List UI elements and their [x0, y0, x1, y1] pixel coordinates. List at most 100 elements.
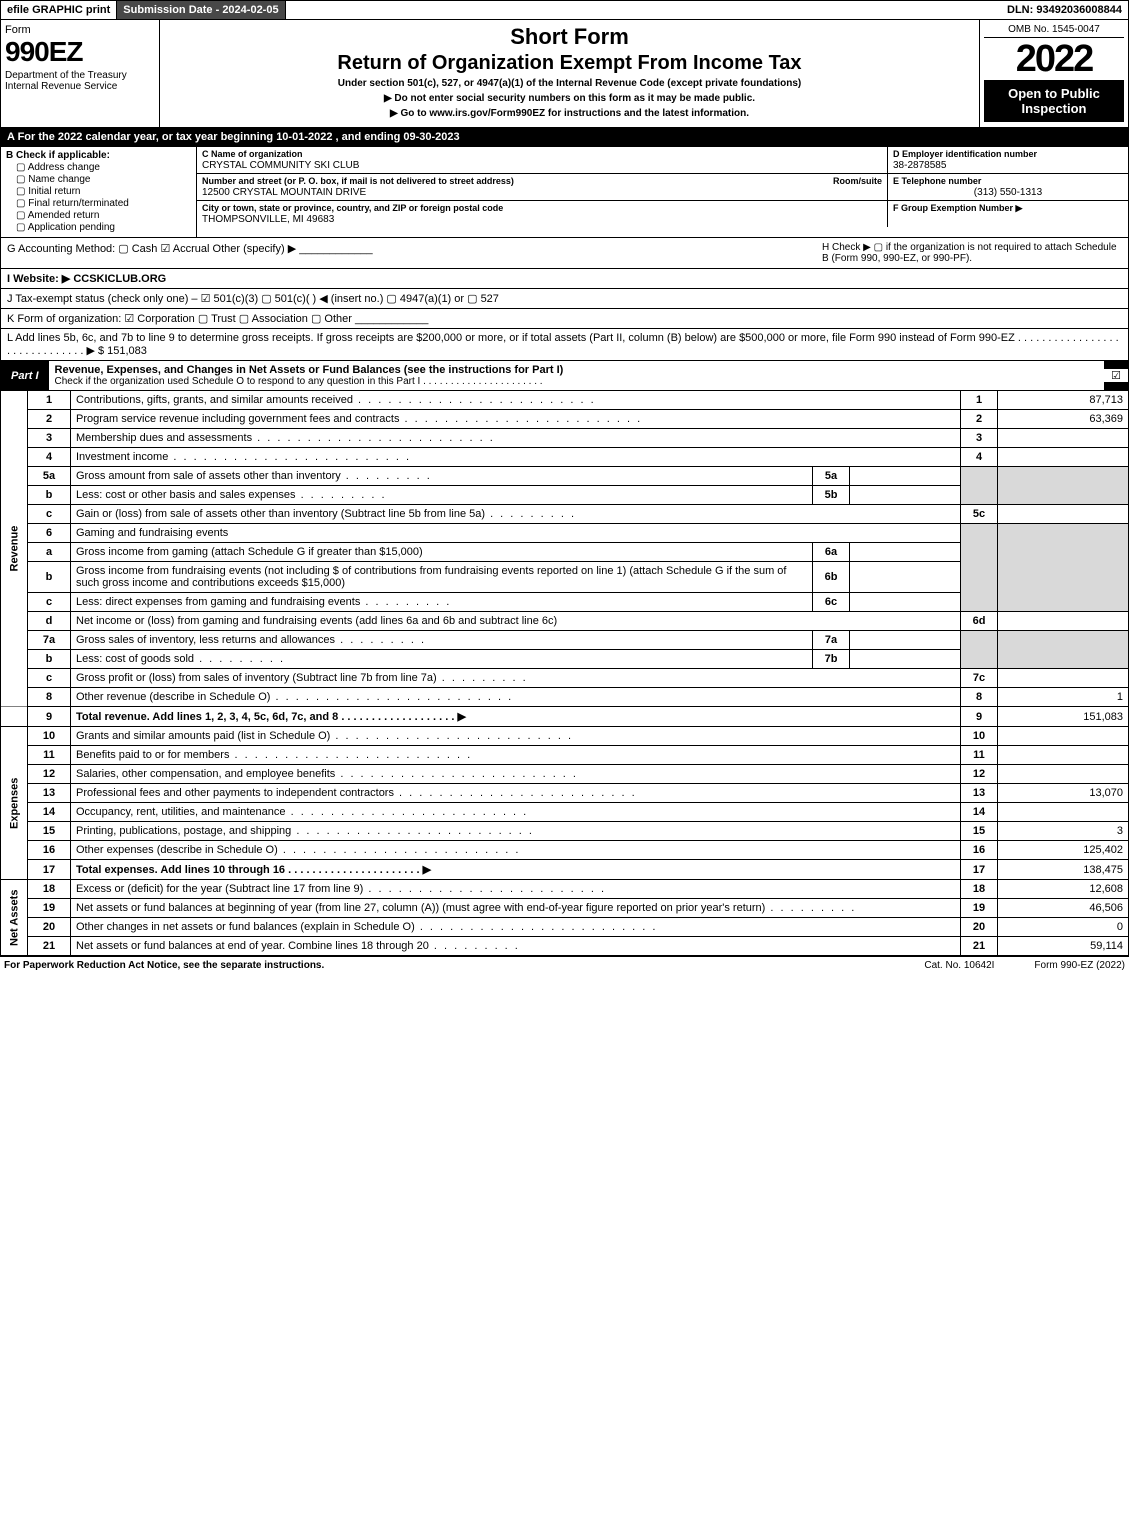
- row-gh: G Accounting Method: ▢ Cash ☑ Accrual Ot…: [0, 238, 1129, 269]
- desc-9: Total revenue. Add lines 1, 2, 3, 4, 5c,…: [71, 707, 961, 727]
- coln-14: 14: [961, 803, 998, 822]
- colv-7c: [998, 669, 1129, 688]
- header-mid: Short Form Return of Organization Exempt…: [160, 20, 980, 127]
- chk-name[interactable]: ▢ Name change: [16, 174, 191, 185]
- ln-16: 16: [28, 841, 71, 860]
- row-i: I Website: ▶ CCSKICLUB.ORG: [0, 269, 1129, 289]
- colv-2: 63,369: [998, 410, 1129, 429]
- footer-formno: Form 990-EZ (2022): [1034, 960, 1125, 971]
- desc-7c: Gross profit or (loss) from sales of inv…: [71, 669, 961, 688]
- sec-h: H Check ▶ ▢ if the organization is not r…: [814, 242, 1122, 264]
- colv-15: 3: [998, 822, 1129, 841]
- sec-b-hdr: B Check if applicable:: [6, 150, 110, 161]
- goto-link[interactable]: ▶ Go to www.irs.gov/Form990EZ for instru…: [168, 108, 971, 119]
- header-right: OMB No. 1545-0047 2022 Open to Public In…: [980, 20, 1128, 127]
- colv-6d: [998, 612, 1129, 631]
- colv-21: 59,114: [998, 937, 1129, 956]
- boxn-7a: 7a: [813, 631, 850, 650]
- no-ssn-note: ▶ Do not enter social security numbers o…: [168, 93, 971, 104]
- omb-no: OMB No. 1545-0047: [984, 24, 1124, 38]
- desc-6: Gaming and fundraising events: [71, 524, 961, 543]
- desc-14: Occupancy, rent, utilities, and maintena…: [71, 803, 961, 822]
- sec-c-city: City or town, state or province, country…: [197, 201, 888, 227]
- dln: DLN: 93492036008844: [1001, 1, 1128, 19]
- ln-20: 20: [28, 918, 71, 937]
- desc-12: Salaries, other compensation, and employ…: [71, 765, 961, 784]
- section-a: A For the 2022 calendar year, or tax yea…: [0, 128, 1129, 147]
- ln-6a: a: [28, 543, 71, 562]
- desc-6a: Gross income from gaming (attach Schedul…: [71, 543, 813, 562]
- part1-title: Revenue, Expenses, and Changes in Net As…: [49, 361, 1104, 390]
- desc-11: Benefits paid to or for members: [71, 746, 961, 765]
- ln-6b: b: [28, 562, 71, 593]
- ln-6c: c: [28, 593, 71, 612]
- coln-9: 9: [961, 707, 998, 727]
- ln-3: 3: [28, 429, 71, 448]
- coln-7c: 7c: [961, 669, 998, 688]
- city-value: THOMPSONVILLE, MI 49683: [202, 214, 334, 225]
- ln-1: 1: [28, 391, 71, 410]
- colv-5c: [998, 505, 1129, 524]
- desc-1: Contributions, gifts, grants, and simila…: [71, 391, 961, 410]
- boxv-6c: [850, 593, 961, 612]
- sec-e: E Telephone number (313) 550-1313: [888, 174, 1128, 200]
- desc-4: Investment income: [71, 448, 961, 467]
- boxv-7b: [850, 650, 961, 669]
- coln-4: 4: [961, 448, 998, 467]
- chk-initial[interactable]: ▢ Initial return: [16, 186, 191, 197]
- colv-10: [998, 727, 1129, 746]
- open-public: Open to Public Inspection: [984, 80, 1124, 122]
- addr-label: Number and street (or P. O. box, if mail…: [202, 176, 514, 186]
- chk-pending-label: Application pending: [28, 222, 115, 233]
- page-footer: For Paperwork Reduction Act Notice, see …: [0, 956, 1129, 974]
- coln-16: 16: [961, 841, 998, 860]
- org-name: CRYSTAL COMMUNITY SKI CLUB: [202, 160, 359, 171]
- part1-check[interactable]: ☑: [1104, 369, 1128, 382]
- colv-13: 13,070: [998, 784, 1129, 803]
- part1-table: Revenue 1 Contributions, gifts, grants, …: [0, 391, 1129, 956]
- ln-14: 14: [28, 803, 71, 822]
- row-j: J Tax-exempt status (check only one) – ☑…: [0, 289, 1129, 309]
- boxn-6b: 6b: [813, 562, 850, 593]
- ln-10: 10: [28, 727, 71, 746]
- desc-13: Professional fees and other payments to …: [71, 784, 961, 803]
- desc-7b: Less: cost of goods sold: [71, 650, 813, 669]
- desc-19: Net assets or fund balances at beginning…: [71, 899, 961, 918]
- coln-10: 10: [961, 727, 998, 746]
- chk-address[interactable]: ▢ Address change: [16, 162, 191, 173]
- ln-5a: 5a: [28, 467, 71, 486]
- short-form-title: Short Form: [168, 24, 971, 50]
- coln-15: 15: [961, 822, 998, 841]
- coln-11: 11: [961, 746, 998, 765]
- chk-initial-label: Initial return: [28, 186, 80, 197]
- ln-5c: c: [28, 505, 71, 524]
- ln-11: 11: [28, 746, 71, 765]
- chk-name-label: Name change: [28, 174, 90, 185]
- coln-19: 19: [961, 899, 998, 918]
- shade-5v: [998, 467, 1129, 505]
- ln-7b: b: [28, 650, 71, 669]
- desc-17: Total expenses. Add lines 10 through 16 …: [71, 860, 961, 880]
- row-k: K Form of organization: ☑ Corporation ▢ …: [0, 309, 1129, 329]
- ln-9: 9: [28, 707, 71, 727]
- tax-year: 2022: [984, 40, 1124, 78]
- chk-final[interactable]: ▢ Final return/terminated: [16, 198, 191, 209]
- colv-11: [998, 746, 1129, 765]
- coln-17: 17: [961, 860, 998, 880]
- website[interactable]: I Website: ▶ CCSKICLUB.ORG: [7, 273, 166, 285]
- efile-print[interactable]: efile GRAPHIC print: [1, 1, 117, 19]
- shade-6v: [998, 524, 1129, 612]
- return-title: Return of Organization Exempt From Incom…: [168, 52, 971, 75]
- ln-7c: c: [28, 669, 71, 688]
- part1-sub: Check if the organization used Schedule …: [55, 376, 1098, 387]
- sec-c-addr: Number and street (or P. O. box, if mail…: [197, 174, 888, 200]
- sec-d-label: D Employer identification number: [893, 149, 1037, 159]
- ln-18: 18: [28, 880, 71, 899]
- ln-12: 12: [28, 765, 71, 784]
- chk-amended[interactable]: ▢ Amended return: [16, 210, 191, 221]
- shade-5: [961, 467, 998, 505]
- chk-pending[interactable]: ▢ Application pending: [16, 222, 191, 233]
- ln-6: 6: [28, 524, 71, 543]
- boxv-5b: [850, 486, 961, 505]
- side-expenses: Expenses: [1, 727, 28, 880]
